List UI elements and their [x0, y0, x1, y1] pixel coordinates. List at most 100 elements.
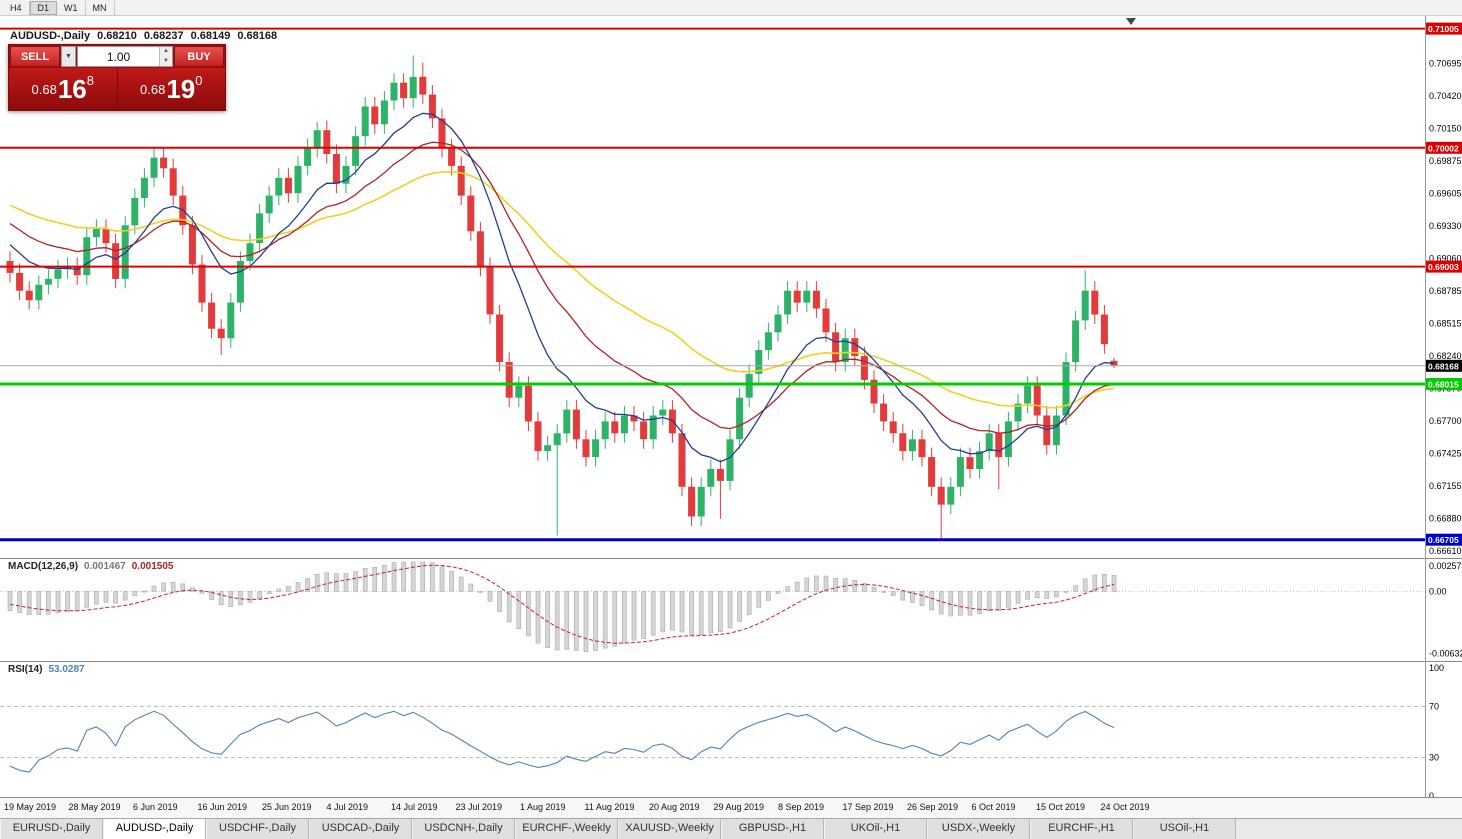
macd-histogram-bar	[449, 570, 454, 592]
macd-histogram-bar	[238, 591, 243, 606]
candle	[553, 433, 561, 446]
macd-histogram-bar	[814, 575, 819, 592]
candle	[1062, 362, 1070, 416]
candle	[515, 385, 523, 398]
candle	[92, 228, 100, 238]
macd-histogram-bar	[1006, 591, 1011, 608]
period-button-W1[interactable]: W1	[57, 0, 86, 15]
sell-price-display[interactable]: 0.68 16 8	[9, 68, 117, 110]
chart-tab-eurchf-h1[interactable]: EURCHF-,H1	[1030, 819, 1133, 839]
macd-histogram-bar	[65, 591, 70, 612]
macd-histogram-bar	[410, 561, 416, 592]
macd-histogram-bar	[670, 591, 675, 631]
candle	[976, 451, 984, 469]
candle	[16, 272, 24, 291]
time-axis-label: 8 Sep 2019	[778, 802, 825, 812]
candle	[1100, 314, 1108, 345]
price-scale-label: 0.66610	[1429, 546, 1462, 556]
chart-tab-audusd-daily[interactable]: AUDUSD-,Daily	[103, 819, 206, 839]
price-scale-label: 0.67155	[1429, 481, 1462, 491]
chart-tab-ukoil-h1[interactable]: UKOil-,H1	[824, 819, 927, 839]
candle	[400, 82, 408, 99]
macd-histogram-bar	[890, 591, 896, 597]
time-axis-label: 17 Sep 2019	[842, 802, 894, 812]
high-value: 0.68237	[143, 30, 184, 42]
chart-tab-usdchf-daily[interactable]: USDCHF-,Daily	[206, 819, 309, 839]
macd-scale-label: -0.006326	[1429, 648, 1462, 658]
time-axis-label: 29 Aug 2019	[713, 802, 765, 812]
macd-histogram-bar	[804, 577, 810, 592]
candle	[1072, 320, 1080, 362]
price-divider	[116, 68, 118, 110]
price-chart-canvas[interactable]: 0.709850.706950.704200.701500.698750.696…	[0, 16, 1462, 558]
macd-histogram-bar	[727, 591, 733, 629]
macd-histogram-bar	[689, 591, 694, 636]
rsi-scale-label: 30	[1429, 753, 1439, 763]
candle	[121, 225, 129, 279]
macd-histogram-bar	[401, 561, 406, 592]
stepper-down-icon[interactable]: ▼	[160, 56, 172, 66]
period-button-D1[interactable]: D1	[29, 0, 58, 15]
candle	[563, 409, 571, 434]
candle	[851, 338, 859, 356]
candle	[390, 82, 398, 101]
macd-histogram-bar	[7, 591, 13, 611]
macd-panel-canvas[interactable]: 0.002574 0.00 -0.006326	[0, 558, 1462, 661]
chart-tab-usdcad-daily[interactable]: USDCAD-,Daily	[309, 819, 412, 839]
volume-stepper: ▲ ▼	[159, 47, 172, 66]
macd-histogram-bar	[900, 591, 906, 601]
candle	[697, 486, 705, 517]
macd-histogram-bar	[478, 591, 483, 593]
candle	[457, 165, 465, 196]
period-button-H4[interactable]: H4	[3, 0, 30, 15]
macd-histogram-bar	[382, 564, 387, 592]
macd-indicator-label: MACD(12,26,9) 0.001467 0.001505	[8, 561, 173, 572]
candle	[611, 421, 619, 434]
volume-input[interactable]	[78, 48, 159, 65]
candle	[227, 302, 235, 339]
stepper-up-icon[interactable]: ▲	[160, 47, 172, 57]
macd-histogram-bar	[977, 591, 982, 614]
buy-price-display[interactable]: 0.68 19 0	[118, 68, 226, 110]
candle	[188, 225, 196, 265]
candle	[764, 332, 772, 351]
macd-histogram-bar	[919, 591, 925, 607]
time-axis[interactable]: 19 May 2019 28 May 2019 6 Jun 2019 16 Jun 2…	[0, 797, 1462, 818]
macd-histogram-bar	[612, 591, 618, 647]
trade-options-dropdown[interactable]: ▼	[61, 46, 76, 67]
sell-button[interactable]: SELL	[10, 46, 60, 67]
buy-button[interactable]: BUY	[174, 46, 224, 67]
candle	[582, 439, 590, 458]
macd-histogram-bar	[36, 591, 42, 616]
macd-histogram-bar	[324, 572, 330, 592]
macd-histogram-bar	[1044, 591, 1050, 599]
period-button-MN[interactable]: MN	[86, 0, 115, 15]
chart-tab-xauusd-weekly[interactable]: XAUUSD-,Weekly	[618, 819, 721, 839]
chart-tab-usdx-weekly[interactable]: USDX-,Weekly	[927, 819, 1030, 839]
chart-tab-eurusd-daily[interactable]: EURUSD-,Daily	[0, 819, 103, 839]
macd-histogram-bar	[276, 588, 282, 592]
time-axis-label: 6 Jun 2019	[133, 802, 178, 812]
chart-tab-eurchf-weekly[interactable]: EURCHF-,Weekly	[515, 819, 618, 839]
candle	[409, 76, 417, 99]
candle	[1004, 421, 1012, 458]
macd-histogram-bar	[602, 591, 608, 649]
rsi-scale-label: 0	[1429, 791, 1434, 797]
macd-histogram-bar	[55, 591, 61, 614]
chart-tab-gbpusd-h1[interactable]: GBPUSD-,H1	[721, 819, 824, 839]
chart-shift-marker[interactable]	[1126, 18, 1136, 25]
buy-price-prefix: 0.68	[140, 81, 166, 97]
price-scale-label: 0.70150	[1429, 124, 1462, 134]
candle	[544, 445, 552, 452]
macd-histogram-bar	[756, 591, 762, 608]
time-axis-label: 19 May 2019	[4, 802, 57, 812]
macd-histogram-bar	[74, 591, 80, 612]
candle	[860, 356, 868, 380]
macd-histogram-bar	[967, 591, 973, 616]
macd-histogram-bar	[516, 591, 522, 630]
macd-histogram-bar	[1092, 574, 1098, 592]
chart-tab-usdcnh-daily[interactable]: USDCNH-,Daily	[412, 819, 515, 839]
rsi-panel-canvas[interactable]: 100 70 30 0	[0, 661, 1462, 797]
macd-histogram-bar	[785, 586, 790, 592]
chart-tab-usoil-h1[interactable]: USOil-,H1	[1133, 819, 1236, 839]
